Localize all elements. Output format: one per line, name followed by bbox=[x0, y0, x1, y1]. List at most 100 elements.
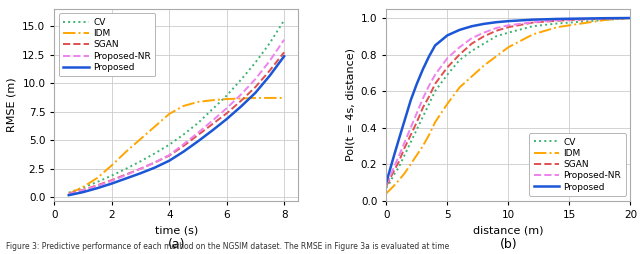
CV bbox=[529, 25, 536, 28]
Proposed bbox=[151, 166, 159, 169]
SGAN bbox=[425, 95, 433, 98]
SGAN bbox=[223, 112, 230, 115]
SGAN bbox=[280, 51, 288, 54]
IDM bbox=[504, 46, 512, 49]
SGAN bbox=[180, 144, 188, 147]
IDM bbox=[194, 100, 202, 103]
Proposed-NR bbox=[180, 143, 188, 146]
SGAN bbox=[252, 86, 259, 89]
Proposed-NR bbox=[390, 166, 397, 169]
Proposed-NR bbox=[122, 173, 130, 177]
CV bbox=[431, 90, 439, 93]
Proposed bbox=[627, 17, 634, 20]
SGAN bbox=[492, 29, 500, 32]
Proposed-NR bbox=[137, 167, 145, 170]
Proposed-NR bbox=[223, 107, 230, 110]
Proposed-NR bbox=[65, 193, 72, 196]
Proposed bbox=[65, 194, 72, 197]
CV bbox=[407, 141, 415, 144]
Proposed-NR bbox=[492, 27, 500, 30]
CV bbox=[504, 31, 512, 34]
SGAN bbox=[627, 17, 634, 20]
CV bbox=[151, 152, 159, 155]
CV bbox=[223, 94, 230, 97]
IDM bbox=[425, 133, 433, 136]
Proposed bbox=[578, 17, 586, 20]
Proposed bbox=[223, 118, 230, 121]
CV bbox=[137, 160, 145, 163]
Line: SGAN: SGAN bbox=[387, 18, 630, 186]
Proposed bbox=[504, 20, 512, 23]
Proposed-NR bbox=[151, 161, 159, 164]
Proposed bbox=[425, 55, 433, 58]
SGAN bbox=[401, 146, 408, 149]
Proposed-NR bbox=[383, 183, 390, 186]
CV bbox=[165, 143, 173, 146]
SGAN bbox=[390, 170, 397, 173]
Proposed bbox=[93, 187, 101, 190]
IDM bbox=[413, 153, 420, 156]
Proposed-NR bbox=[413, 112, 420, 115]
SGAN bbox=[407, 133, 415, 136]
IDM bbox=[602, 18, 610, 21]
Proposed-NR bbox=[529, 21, 536, 24]
Line: Proposed-NR: Proposed-NR bbox=[387, 18, 630, 184]
IDM bbox=[108, 164, 116, 167]
Proposed bbox=[122, 177, 130, 180]
Proposed-NR bbox=[627, 17, 634, 20]
Line: Proposed: Proposed bbox=[68, 56, 284, 195]
IDM bbox=[209, 99, 216, 102]
Proposed bbox=[401, 119, 408, 122]
Proposed-NR bbox=[578, 18, 586, 21]
IDM bbox=[492, 55, 500, 58]
CV bbox=[108, 174, 116, 177]
IDM bbox=[468, 75, 476, 78]
Proposed bbox=[137, 172, 145, 175]
SGAN bbox=[419, 106, 427, 109]
SGAN bbox=[65, 192, 72, 195]
Text: (a): (a) bbox=[168, 238, 185, 251]
CV bbox=[413, 128, 420, 131]
Proposed bbox=[413, 82, 420, 85]
Y-axis label: Pol(t = 4s, distance): Pol(t = 4s, distance) bbox=[345, 48, 355, 161]
IDM bbox=[578, 22, 586, 25]
SGAN bbox=[151, 161, 159, 164]
Proposed bbox=[386, 168, 394, 171]
Proposed bbox=[390, 155, 397, 158]
SGAN bbox=[108, 179, 116, 182]
IDM bbox=[456, 86, 463, 89]
Proposed-NR bbox=[419, 97, 427, 100]
Proposed bbox=[165, 159, 173, 162]
SGAN bbox=[137, 167, 145, 170]
Proposed bbox=[468, 25, 476, 28]
CV bbox=[180, 133, 188, 136]
CV bbox=[390, 173, 397, 177]
Proposed bbox=[456, 28, 463, 31]
Legend: CV, IDM, SGAN, Proposed-NR, Proposed: CV, IDM, SGAN, Proposed-NR, Proposed bbox=[59, 13, 156, 76]
SGAN bbox=[266, 69, 273, 72]
Proposed-NR bbox=[554, 19, 561, 22]
Proposed-NR bbox=[480, 31, 488, 34]
IDM bbox=[93, 176, 101, 179]
Proposed bbox=[444, 34, 451, 37]
Proposed-NR bbox=[194, 131, 202, 134]
CV bbox=[65, 191, 72, 194]
SGAN bbox=[431, 82, 439, 85]
IDM bbox=[79, 185, 87, 188]
X-axis label: distance (m): distance (m) bbox=[473, 225, 543, 235]
SGAN bbox=[194, 134, 202, 137]
CV bbox=[383, 186, 390, 189]
IDM bbox=[223, 98, 230, 101]
SGAN bbox=[444, 66, 451, 69]
Proposed bbox=[383, 181, 390, 184]
CV bbox=[578, 20, 586, 23]
IDM bbox=[65, 192, 72, 195]
Line: Proposed: Proposed bbox=[387, 18, 630, 182]
CV bbox=[280, 19, 288, 22]
Proposed-NR bbox=[504, 24, 512, 27]
Text: (b): (b) bbox=[500, 238, 517, 251]
Y-axis label: RMSE (m): RMSE (m) bbox=[6, 77, 17, 132]
CV bbox=[419, 115, 427, 118]
SGAN bbox=[165, 154, 173, 157]
SGAN bbox=[456, 53, 463, 56]
